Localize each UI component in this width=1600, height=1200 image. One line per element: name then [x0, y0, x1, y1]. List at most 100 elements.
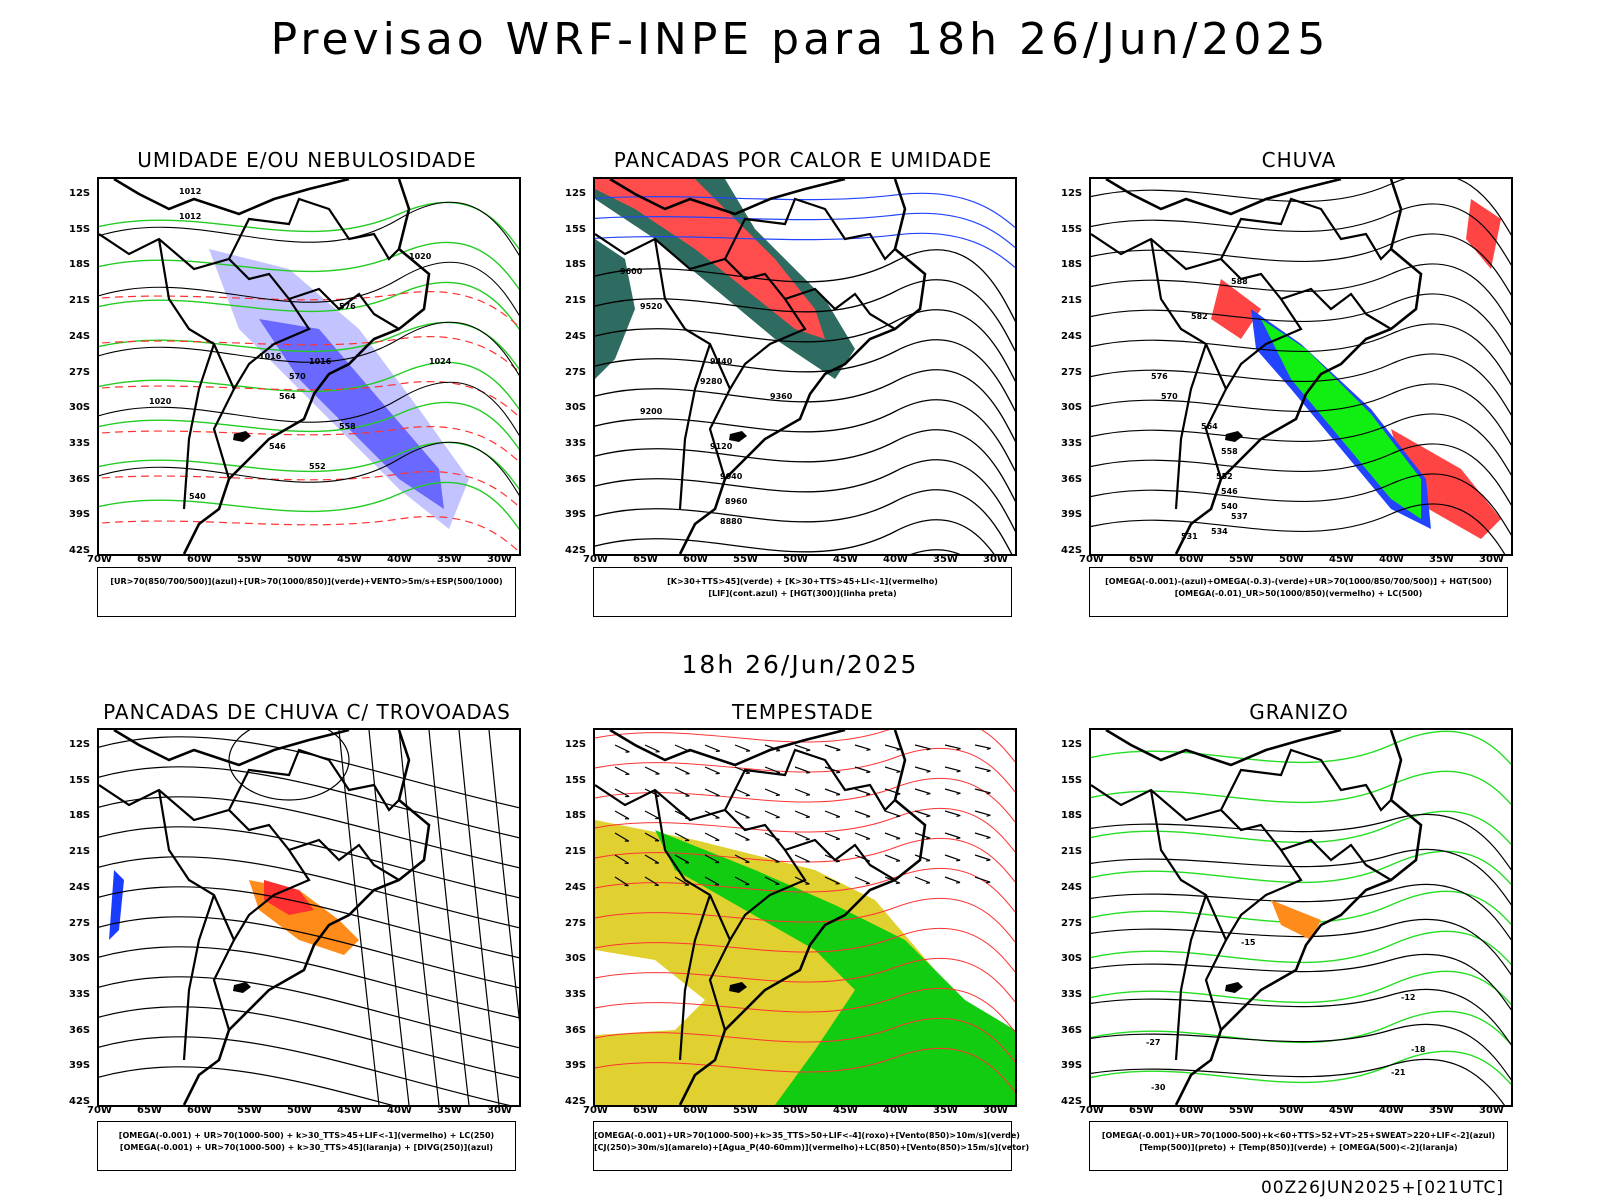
- lon-tick-label: 45W: [337, 554, 362, 565]
- lat-tick-label: 33S: [1061, 988, 1083, 1000]
- lat-tick-label: 27S: [1061, 366, 1083, 378]
- lat-tick-label: 27S: [1061, 917, 1083, 929]
- lat-tick-label: 39S: [565, 1060, 587, 1072]
- lat-tick-label: 21S: [565, 295, 587, 307]
- lon-tick-label: 60W: [1179, 1105, 1204, 1116]
- contour-label: 9120: [710, 442, 733, 451]
- heat-showers-panel-title: PANCADAS POR CALOR E UMIDADE: [613, 148, 993, 172]
- legend-line: [UR>70(850/700/500)](azul)+[UR>70(1000/8…: [110, 577, 503, 586]
- lon-tick-label: 60W: [683, 554, 708, 565]
- contour-label: 1012: [179, 187, 201, 196]
- lon-tick-label: 50W: [1279, 1105, 1304, 1116]
- contour-label: 576: [1151, 372, 1168, 381]
- lat-tick-label: 39S: [565, 509, 587, 521]
- lat-tick-label: 30S: [1061, 953, 1083, 965]
- lat-tick-label: 24S: [1061, 330, 1083, 342]
- lon-tick-label: 65W: [633, 554, 658, 565]
- lat-tick-label: 30S: [69, 953, 91, 965]
- lat-tick-label: 27S: [69, 366, 91, 378]
- storm-map: [593, 728, 1017, 1107]
- contour-label: 1024: [429, 357, 452, 366]
- lon-tick-label: 40W: [1379, 1105, 1404, 1116]
- lat-tick-label: 21S: [565, 846, 587, 858]
- contour-label: 9200: [640, 407, 663, 416]
- rain-area-se: [1391, 429, 1501, 539]
- contour-label: 576: [339, 302, 356, 311]
- lat-tick-label: 39S: [69, 1060, 91, 1072]
- lon-tick-label: 40W: [883, 554, 908, 565]
- severe-thunderstorm-area: [264, 880, 314, 915]
- contour-label: -27: [1146, 1038, 1160, 1047]
- lat-tick-label: 18S: [1061, 810, 1083, 822]
- contour-label: 531: [1181, 532, 1198, 541]
- lon-tick-label: 65W: [137, 554, 162, 565]
- lon-tick-label: 40W: [883, 1105, 908, 1116]
- legend-line: [OMEGA(-0.001) + UR>70(1000-500) + k>30_…: [118, 1131, 495, 1140]
- humidity-high-area: [259, 319, 444, 509]
- contour-label: 537: [1231, 512, 1248, 521]
- hail-area: [1271, 900, 1321, 940]
- contour-label: 1020: [409, 252, 432, 261]
- lat-tick-label: 30S: [565, 953, 587, 965]
- lon-tick-label: 70W: [1079, 1105, 1104, 1116]
- lon-tick-label: 50W: [287, 554, 312, 565]
- rain-panel-title: CHUVA: [1261, 148, 1337, 172]
- lon-tick-label: 40W: [1379, 554, 1404, 565]
- lon-tick-label: 35W: [933, 554, 958, 565]
- lat-tick-label: 36S: [565, 1024, 587, 1036]
- page-title: Previsao WRF-INPE para 18h 26/Jun/2025: [270, 14, 1330, 65]
- contour-label: -18: [1411, 1045, 1426, 1054]
- contour-label: -15: [1241, 938, 1256, 947]
- lon-tick-label: 70W: [87, 554, 112, 565]
- clear-area-west: [595, 950, 705, 1035]
- contour-label: 9280: [700, 377, 723, 386]
- contour-label: -30: [1151, 1083, 1166, 1092]
- thunderstorm-showers-legend-box: [OMEGA(-0.001) + UR>70(1000-500) + k>30_…: [97, 1121, 516, 1171]
- humidity-legend-box: [UR>70(850/700/500)](azul)+[UR>70(1000/8…: [97, 567, 516, 617]
- lat-tick-label: 27S: [565, 366, 587, 378]
- contour-label: 546: [269, 442, 286, 451]
- unstable-area: [595, 179, 825, 339]
- contour-label: -21: [1391, 1068, 1406, 1077]
- contour-label: 552: [1216, 472, 1233, 481]
- lon-tick-label: 30W: [487, 1105, 512, 1116]
- lat-tick-label: 30S: [565, 402, 587, 414]
- contour-label: 1016: [309, 357, 332, 366]
- lat-tick-label: 12S: [1061, 188, 1083, 199]
- lat-tick-label: 21S: [69, 846, 91, 858]
- lat-tick-label: 42S: [1061, 545, 1083, 556]
- lat-tick-label: 33S: [565, 437, 587, 449]
- lon-tick-label: 30W: [983, 1105, 1008, 1116]
- contour-label: 588: [1231, 277, 1248, 286]
- lat-tick-label: 18S: [565, 259, 587, 271]
- lat-tick-label: 36S: [69, 1024, 91, 1036]
- lat-tick-label: 12S: [565, 188, 587, 199]
- contour-label: 564: [1201, 422, 1218, 431]
- contour-label: 540: [189, 492, 206, 501]
- contour-label: 9440: [710, 357, 733, 366]
- heat-showers-map: 9600 9520 9440 9360 9280 9200 9120 9040 8960 8880: [593, 177, 1017, 556]
- lat-tick-label: 12S: [69, 739, 91, 750]
- lat-tick-label: 18S: [1061, 259, 1083, 271]
- lon-tick-label: 55W: [1229, 1105, 1254, 1116]
- rain-area-center: [1211, 279, 1261, 339]
- lat-tick-label: 36S: [1061, 1024, 1083, 1036]
- lat-tick-label: 42S: [1061, 1096, 1083, 1107]
- hail-legend-box: [OMEGA(-0.001)+UR>70(1000-500)+k<60+TTS>…: [1089, 1121, 1508, 1171]
- contour-label: 9600: [620, 267, 643, 276]
- lon-tick-label: 70W: [583, 554, 608, 565]
- lat-tick-label: 21S: [69, 295, 91, 307]
- lon-tick-label: 50W: [783, 554, 808, 565]
- lon-tick-label: 60W: [187, 1105, 212, 1116]
- lat-tick-label: 21S: [1061, 846, 1083, 858]
- lat-tick-label: 33S: [69, 988, 91, 1000]
- legend-line: [K>30+TTS>45](verde) + [K>30+TTS>45+LI<-…: [667, 577, 938, 586]
- lon-tick-label: 50W: [783, 1105, 808, 1116]
- thunderstorm-showers-panel-title: PANCADAS DE CHUVA C/ TROVOADAS: [103, 700, 511, 724]
- thunderstorm-showers-map: [97, 728, 521, 1107]
- hail-panel-title: GRANIZO: [1249, 700, 1349, 724]
- legend-line: [Temp(500)](preto) + [Temp(850)](verde) …: [1139, 1143, 1458, 1152]
- legend-line: [LIF](cont.azul) + [HGT(300)](linha pret…: [708, 589, 897, 598]
- forecast-time-subtitle: 18h 26/Jun/2025: [681, 650, 919, 679]
- lat-tick-label: 24S: [1061, 881, 1083, 893]
